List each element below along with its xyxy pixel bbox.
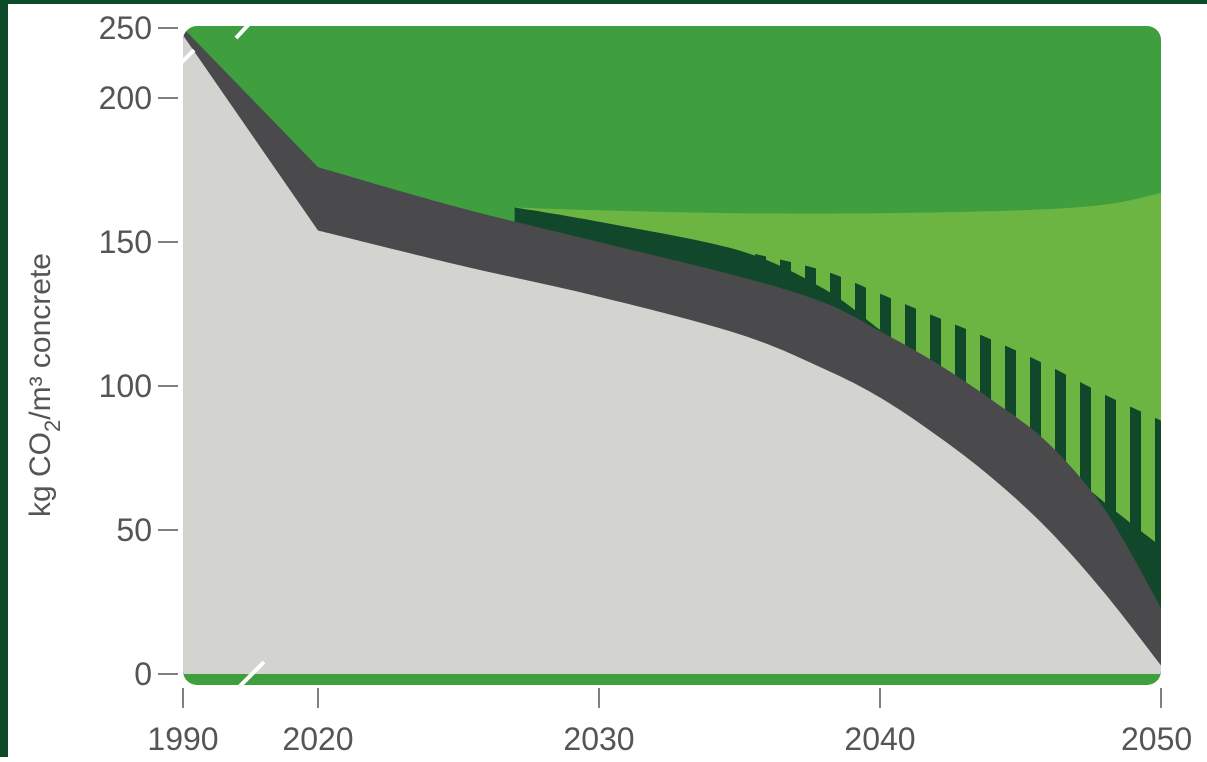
x-tick-label-2030: 2030 [563,721,634,757]
y-tick-label-150: 150 [99,224,152,260]
y-tick-label-200: 200 [99,80,152,116]
x-tick-label-2040: 2040 [844,721,915,757]
axis-break-mark-0 [234,6,266,40]
x-tick-label-2050: 2050 [1121,721,1192,757]
y-tick-label-250: 250 [99,10,152,46]
axes: 0 50 100 150 200 250 1990 2020 2030 2040 2050 [99,6,1192,757]
axis-break-mark-1 [234,660,266,692]
y-tick-label-0: 0 [134,656,152,692]
x-tick-label-1990: 1990 [147,721,218,757]
plot-area [183,26,1161,685]
x-tick-label-2020: 2020 [282,721,353,757]
y-tick-label-50: 50 [116,512,152,548]
frame-border-left [0,0,8,757]
y-tick-label-100: 100 [99,368,152,404]
frame-border-top [0,0,1207,4]
axis-break-mark-2 [164,48,196,80]
series-concrete-area [183,35,1161,675]
y-axis-title: kg CO2/m³ concrete [24,253,65,517]
